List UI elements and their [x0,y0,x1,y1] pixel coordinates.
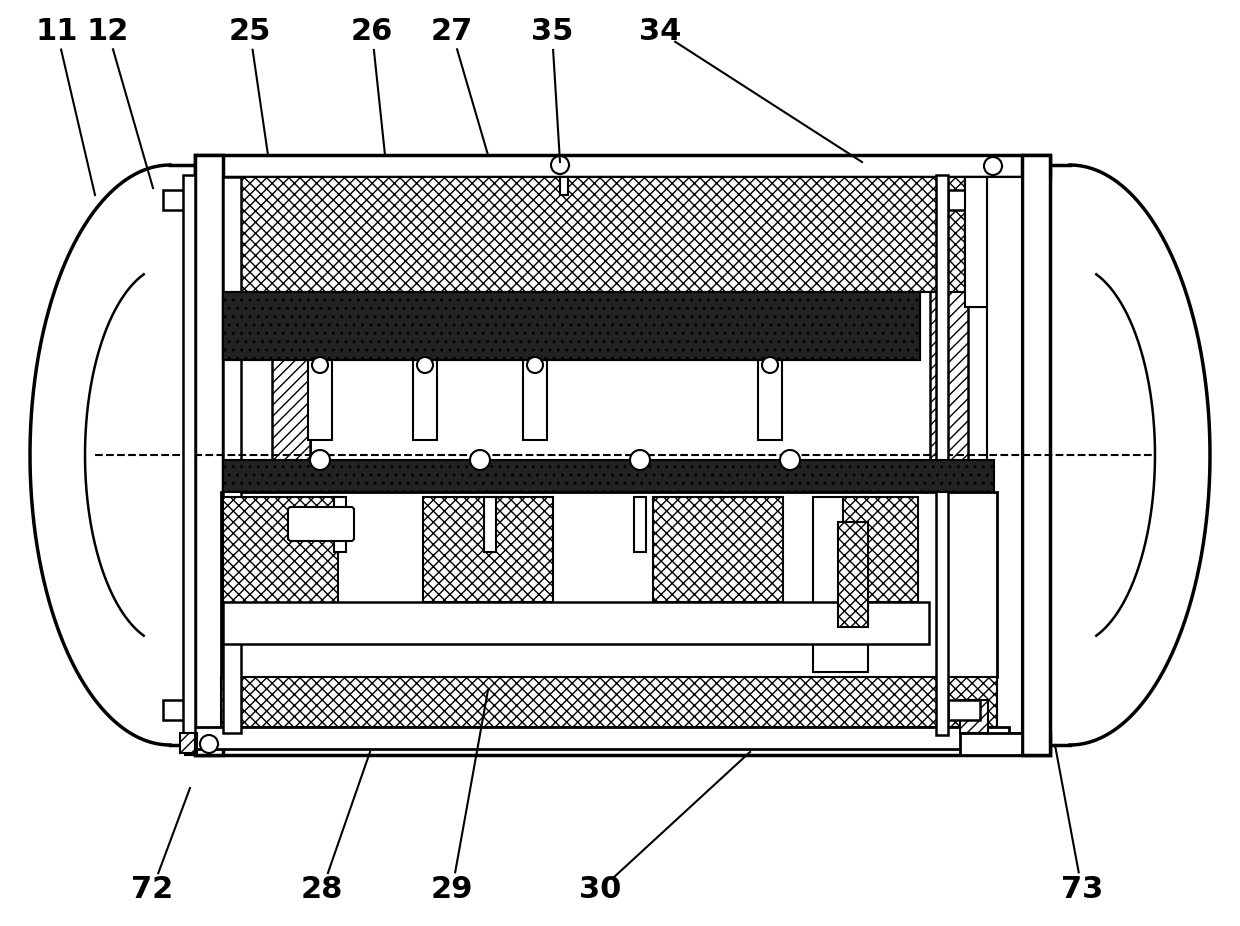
Circle shape [780,450,800,470]
Bar [523,360,547,440]
Bar [195,155,1050,177]
Bar [484,497,496,552]
Bar [758,360,782,440]
Bar [223,177,965,292]
Circle shape [630,450,650,470]
Bar [162,190,195,210]
Circle shape [417,357,433,373]
Circle shape [551,156,569,174]
Bar [413,360,436,440]
Circle shape [310,450,330,470]
Bar [300,165,310,745]
Bar [223,460,994,492]
Text: 11: 11 [36,18,78,46]
Text: 29: 29 [430,875,474,905]
Text: 26: 26 [351,18,393,46]
Bar [185,733,197,755]
Bar [960,733,1022,755]
Bar [949,700,980,720]
Text: 28: 28 [301,875,343,905]
Text: 73: 73 [1061,875,1104,905]
Bar [936,175,949,735]
Bar [634,497,646,552]
Bar [987,177,1022,733]
Bar [653,497,782,602]
Bar [423,497,553,602]
Text: 72: 72 [131,875,174,905]
Bar [193,727,1009,749]
Bar [813,497,868,672]
Circle shape [200,735,218,753]
Bar [308,360,332,440]
Text: 35: 35 [531,18,573,46]
Bar [334,497,346,552]
Bar [221,677,997,727]
Text: 25: 25 [229,18,272,46]
Bar [1022,155,1050,755]
Bar [930,225,968,685]
Bar [965,177,987,307]
Circle shape [985,157,1002,175]
Circle shape [470,450,490,470]
Text: 30: 30 [579,875,621,905]
Text: 12: 12 [87,18,129,46]
Bar [184,175,195,735]
Circle shape [527,357,543,373]
Bar [838,522,868,627]
Circle shape [312,357,329,373]
Bar [223,292,920,360]
Polygon shape [30,165,170,745]
Bar [949,190,980,210]
Bar [180,733,195,753]
Bar [195,733,1050,755]
Bar [960,700,988,733]
Bar [195,155,223,755]
Bar [223,177,241,733]
Bar [272,225,310,685]
Bar [843,497,918,602]
Bar [223,497,339,622]
Circle shape [763,357,777,373]
FancyBboxPatch shape [288,507,353,541]
Bar [965,177,1022,307]
Text: 34: 34 [639,18,681,46]
Bar [560,177,568,195]
Bar [221,492,997,677]
Bar [162,700,195,720]
Bar [223,292,920,360]
Bar [223,602,929,644]
Polygon shape [930,165,1210,745]
Text: 27: 27 [430,18,474,46]
